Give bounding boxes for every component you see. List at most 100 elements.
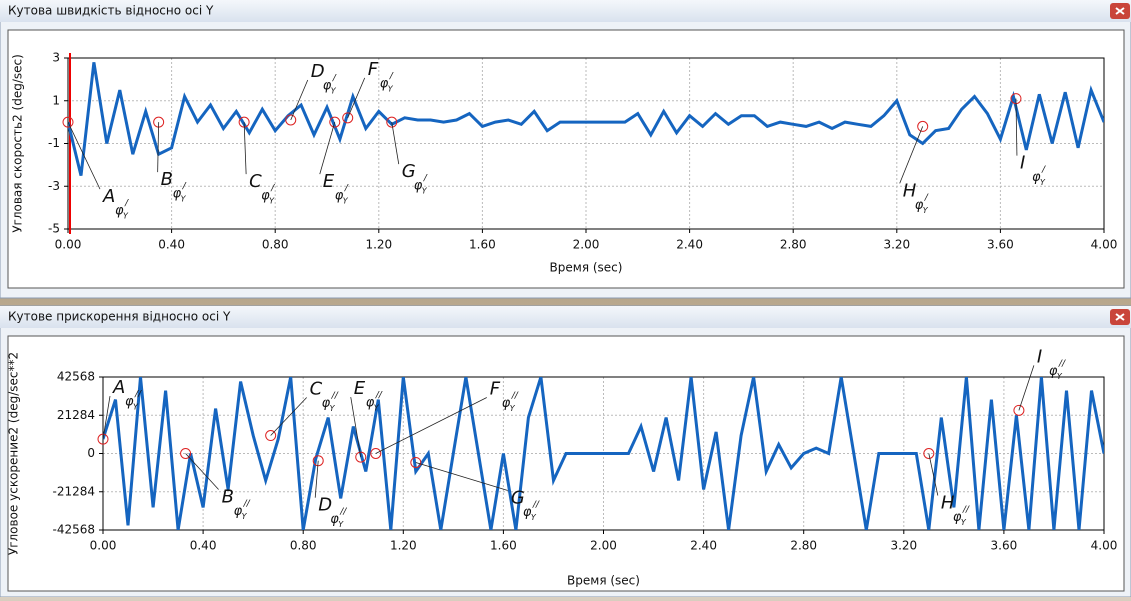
title-bar bbox=[0, 306, 1131, 328]
annotation-symbol: φ bbox=[335, 189, 344, 204]
annotation-sup: / bbox=[124, 199, 129, 209]
x-tick-label: 0.80 bbox=[262, 238, 289, 252]
annotation-point bbox=[265, 430, 277, 442]
close-icon bbox=[1115, 313, 1125, 321]
annotation-letter: I bbox=[1037, 346, 1042, 367]
x-axis-label: Время (sec) bbox=[567, 574, 640, 588]
annotation-symbol: φ bbox=[330, 512, 339, 527]
annotation-symbol: φ bbox=[1049, 364, 1058, 379]
close-icon bbox=[1115, 7, 1125, 15]
annotation-sup: / bbox=[182, 182, 187, 192]
x-tick-label: 2.00 bbox=[590, 539, 617, 553]
annotation-sup: // bbox=[375, 391, 383, 401]
annotation-symbol: φ bbox=[1032, 170, 1041, 185]
annotation-sub: Y bbox=[123, 212, 129, 221]
x-tick-label: 0.00 bbox=[55, 238, 82, 252]
annotation-sub: Y bbox=[343, 197, 349, 206]
y-tick-label: -1 bbox=[48, 136, 60, 150]
leader-line bbox=[347, 77, 366, 119]
annotation-symbol: φ bbox=[173, 187, 182, 202]
leader-line bbox=[290, 79, 309, 121]
annotation-symbol: φ bbox=[915, 198, 924, 213]
annotation-letter: C bbox=[310, 379, 323, 400]
y-tick-label: 21284 bbox=[57, 408, 95, 422]
y-tick-label: 0 bbox=[87, 446, 95, 460]
annotation-sub: Y bbox=[388, 84, 394, 93]
annotation-symbol: φ bbox=[322, 396, 331, 411]
window: Кутова швидкість відносно осі Y 3 1 -1 -3 -5 0… bbox=[0, 0, 1131, 299]
annotation-letter: C bbox=[249, 171, 262, 192]
annotation-letter: E bbox=[354, 378, 366, 399]
annotation-sub: Y bbox=[181, 195, 187, 204]
leader-line bbox=[391, 122, 400, 165]
x-axis-label: Время (sec) bbox=[550, 261, 623, 275]
annotation-point bbox=[97, 433, 109, 445]
y-tick-label: -42568 bbox=[52, 523, 95, 537]
annotation-point bbox=[329, 116, 341, 128]
annotation-letter: D bbox=[318, 495, 332, 516]
annotation-sup: // bbox=[962, 505, 970, 515]
annotation-letter: A bbox=[102, 186, 115, 207]
data-line bbox=[103, 377, 1104, 530]
annotation-letter: G bbox=[402, 161, 416, 182]
leader-line bbox=[375, 397, 487, 454]
annotation-sup: // bbox=[532, 500, 540, 510]
annotation-point bbox=[370, 448, 382, 459]
annotation-point bbox=[180, 448, 192, 459]
x-tick-label: 3.20 bbox=[883, 238, 910, 252]
annotation-sub: Y bbox=[422, 187, 428, 196]
leader-line bbox=[1015, 98, 1018, 156]
annotation-symbol: φ bbox=[115, 204, 124, 219]
annotation-symbol: φ bbox=[502, 396, 511, 411]
annotation-point bbox=[923, 448, 935, 459]
x-tick-label: 2.00 bbox=[573, 238, 600, 252]
leader-line bbox=[67, 121, 101, 190]
leader-line bbox=[928, 453, 939, 496]
annotation-sup: // bbox=[331, 391, 339, 401]
annotation-sup: // bbox=[511, 391, 519, 401]
annotation-sub: Y bbox=[374, 404, 380, 413]
leader-line bbox=[185, 453, 219, 490]
annotation-letter: E bbox=[323, 171, 335, 192]
leader-line bbox=[899, 126, 924, 184]
leader-line bbox=[270, 397, 307, 436]
x-tick-label: 1.60 bbox=[469, 238, 496, 252]
y-tick-label: 3 bbox=[52, 51, 60, 65]
leader-line bbox=[415, 462, 508, 491]
annotation-sup: // bbox=[339, 507, 347, 517]
y-tick-label: -21284 bbox=[52, 484, 95, 498]
annotation-sub: Y bbox=[1057, 372, 1063, 381]
x-tick-label: 4.00 bbox=[1091, 238, 1118, 252]
annotation-letter: B bbox=[222, 487, 234, 508]
annotation-sub: Y bbox=[510, 404, 516, 413]
x-tick-label: 0.40 bbox=[158, 238, 185, 252]
annotation-symbol: φ bbox=[953, 510, 962, 525]
annotation-sub: Y bbox=[1040, 178, 1046, 187]
annotation-symbol: φ bbox=[414, 179, 423, 194]
annotation-letter: I bbox=[1020, 153, 1025, 174]
leader-line bbox=[314, 460, 319, 498]
annotation-sup: / bbox=[389, 71, 394, 81]
x-tick-label: 2.40 bbox=[676, 238, 703, 252]
annotation-sub: Y bbox=[242, 512, 248, 521]
annotation-sub: Y bbox=[923, 206, 929, 215]
annotation-point bbox=[312, 455, 324, 467]
leader-line bbox=[157, 122, 160, 173]
leader-line bbox=[1018, 365, 1035, 411]
annotation-sup: / bbox=[423, 174, 428, 184]
x-tick-label: 2.40 bbox=[690, 539, 717, 553]
y-tick-label: -5 bbox=[48, 222, 60, 236]
annotation-letter: F bbox=[490, 379, 501, 400]
annotation-letter: B bbox=[161, 169, 173, 190]
x-tick-label: 0.40 bbox=[190, 539, 217, 553]
annotation-sup: // bbox=[1058, 359, 1066, 369]
annotation-point bbox=[285, 114, 297, 126]
y-tick-label: 42568 bbox=[57, 370, 95, 384]
chart-area bbox=[7, 335, 1125, 592]
y-axis-label: Угловая скорость2 (deg/sec) bbox=[11, 54, 25, 233]
leader-line bbox=[350, 397, 362, 458]
x-tick-label: 0.80 bbox=[290, 539, 317, 553]
annotation-sup: / bbox=[1041, 165, 1046, 175]
